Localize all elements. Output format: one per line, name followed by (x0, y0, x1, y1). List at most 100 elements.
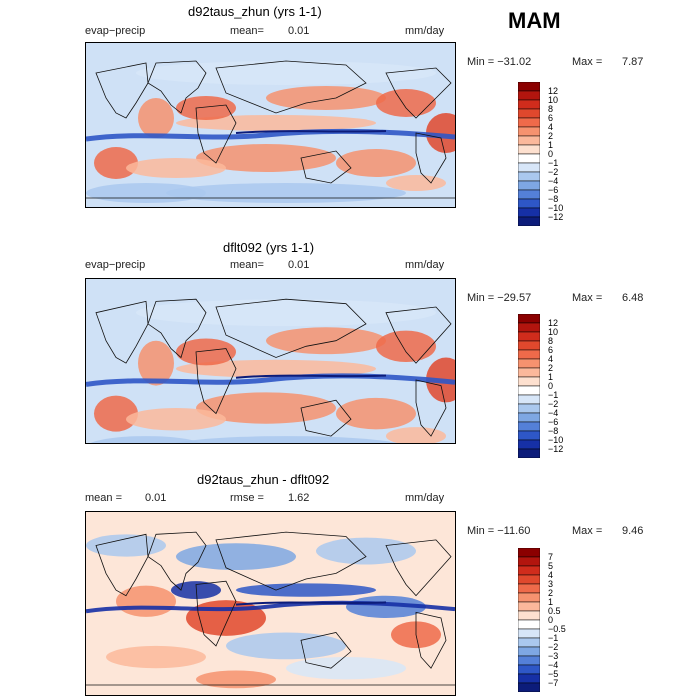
colorbar-segment (518, 171, 540, 182)
colorbar-segment (518, 331, 540, 342)
coastline (415, 132, 447, 184)
colorbar-tick-label: −4 (548, 176, 559, 186)
field-contour (138, 340, 174, 386)
colorbar-tick-label: −6 (548, 185, 559, 195)
field-contour (94, 147, 138, 179)
colorbar-segment (518, 664, 540, 675)
field-contour (136, 299, 436, 327)
panel-2-map (85, 278, 456, 444)
colorbar-segment (518, 314, 540, 324)
panel-1-units: mm/day (405, 25, 445, 37)
colorbar-tick-label: −10 (548, 435, 564, 445)
field-contour (336, 149, 416, 177)
colorbar-segment (518, 82, 540, 92)
colorbar-segment (518, 385, 540, 396)
field-contour (226, 632, 346, 660)
field-contour (386, 175, 446, 191)
colorbar-segment (518, 367, 540, 378)
colorbar-tick-label: −4 (548, 660, 559, 670)
field-contour (376, 330, 436, 363)
coastline (147, 60, 207, 114)
itcz-band (86, 128, 455, 142)
colorbar-segment (518, 592, 540, 603)
colorbar-tick-label: 1 (548, 597, 554, 607)
colorbar-tick-label: 1 (548, 372, 554, 382)
colorbar-segment (518, 358, 540, 369)
colorbar-tick-label: −4 (548, 408, 559, 418)
colorbar-segment (518, 619, 540, 630)
colorbar-segment (518, 448, 540, 458)
field-contour (426, 113, 455, 153)
colorbar-segment (518, 655, 540, 666)
colorbar-tick-label: 8 (548, 104, 554, 114)
colorbar-tick-label: 2 (548, 588, 554, 598)
coastline (147, 531, 207, 591)
colorbar-segment (518, 682, 540, 692)
colorbar-segment (518, 565, 540, 576)
field-contour (138, 98, 174, 138)
colorbar-tick-label: 4 (548, 354, 554, 364)
coastline (415, 611, 447, 669)
field-contour (126, 158, 226, 178)
colorbar-segment (518, 556, 540, 567)
field-contour (176, 96, 236, 120)
colorbar-tick-label: −2 (548, 642, 559, 652)
colorbar-segment (518, 430, 540, 441)
colorbar-tick-label: 12 (548, 86, 559, 96)
itcz-core (235, 130, 387, 134)
colorbar-tick-label: −7 (548, 678, 559, 688)
colorbar-segment (518, 601, 540, 612)
colorbar-segment (518, 126, 540, 137)
colorbar-segment (518, 637, 540, 648)
coastline (195, 580, 237, 647)
colorbar-segment (518, 583, 540, 594)
colorbar-segment (518, 153, 540, 164)
panel-1-map (85, 42, 456, 208)
coastline (195, 348, 237, 415)
field-contour (196, 144, 336, 172)
colorbar-tick-label: −12 (548, 212, 564, 222)
field-contour (266, 327, 386, 355)
panel-1-min-label: Min = −31.02 (467, 56, 532, 68)
coastline (95, 533, 149, 597)
field-contour (176, 543, 296, 571)
field-contour (106, 645, 206, 669)
colorbar-segment (518, 403, 540, 414)
coastline (300, 150, 352, 184)
colorbar-tick-label: −12 (548, 444, 564, 454)
colorbar-tick-label: −1 (548, 158, 559, 168)
itcz-core (235, 601, 387, 606)
panel-1-mean-label: mean= (230, 25, 264, 37)
coastline (415, 379, 447, 437)
colorbar-segment (518, 180, 540, 191)
field-contour (176, 115, 376, 131)
panel-3-max-value: 9.46 (622, 525, 644, 537)
colorbar-tick-label: −8 (548, 426, 559, 436)
colorbar-segment (518, 90, 540, 101)
colorbar-segment (518, 439, 540, 450)
field-contour (316, 537, 416, 565)
colorbar-segment (518, 673, 540, 684)
panel-2-variable-label: evap−precip (85, 259, 146, 271)
colorbar-tick-label: −1 (548, 390, 559, 400)
coastline (147, 298, 207, 359)
colorbar-tick-label: −2 (548, 167, 559, 177)
field-contour (196, 392, 336, 424)
itcz-band (86, 600, 455, 614)
colorbar-tick-label: 4 (548, 122, 554, 132)
colorbar-tick-label: 10 (548, 95, 559, 105)
colorbar-tick-label: −2 (548, 399, 559, 409)
panel-3-max-label: Max = (572, 525, 603, 537)
colorbar-tick-label: 2 (548, 363, 554, 373)
colorbar-segment (518, 349, 540, 360)
colorbar-segment (518, 117, 540, 128)
colorbar-segment (518, 322, 540, 333)
colorbar-segment (518, 207, 540, 218)
colorbar-segment (518, 340, 540, 351)
field-contour (136, 61, 436, 85)
field-contour (116, 585, 176, 617)
coastline (385, 539, 452, 597)
colorbar-tick-label: −10 (548, 203, 564, 213)
colorbar-segment (518, 198, 540, 209)
colorbar-tick-label: 0.5 (548, 606, 561, 616)
